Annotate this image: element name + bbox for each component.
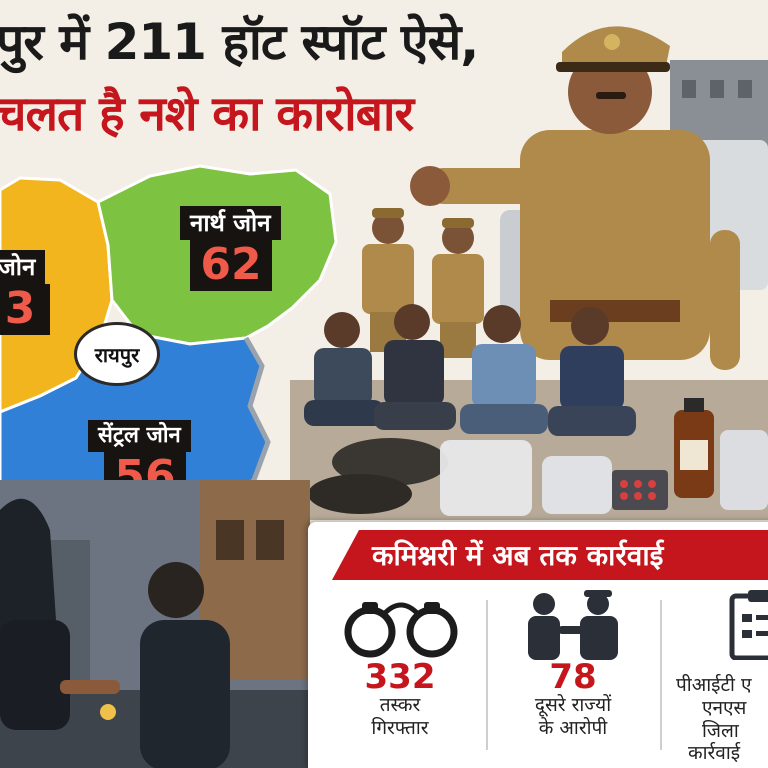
stat-caption: कार्रवाई — [688, 742, 741, 765]
west-zone-count: 3 — [0, 283, 50, 335]
panel-divider — [486, 600, 488, 750]
stat-value: 78 — [549, 657, 597, 697]
main-officer — [410, 26, 740, 370]
west-zone-label: जोन — [0, 250, 46, 285]
buyer-figure — [140, 562, 230, 768]
street-scene-illustration — [0, 480, 310, 768]
pointing-hand — [410, 166, 450, 206]
headline-line-2: चलत है नशे का कारोबार — [0, 86, 414, 142]
city-badge: रायपुर — [74, 322, 160, 386]
pills-strip — [612, 470, 668, 510]
handcuffs-icon — [344, 602, 458, 658]
stat-caption: गिरफ्तार — [371, 716, 429, 739]
seized-goods — [308, 398, 768, 516]
police-scene-illustration — [290, 26, 768, 520]
north-zone-count: 62 — [190, 239, 272, 291]
stat-value: 332 — [364, 657, 436, 697]
hooded-figure — [0, 498, 70, 730]
stat-caption: जिला — [702, 719, 739, 742]
stat-caption: तस्कर — [379, 694, 421, 716]
document-icon — [729, 590, 768, 660]
north-zone-label: नार्थ जोन — [180, 206, 281, 241]
stat-pit-ndps: पीआईटी ए एनएस जिला कार्रवाई — [676, 590, 768, 765]
officer-middle — [432, 218, 484, 358]
central-zone-label: सेंट्रल जोन — [88, 420, 191, 453]
stat-caption: एनएस — [702, 696, 747, 719]
accused-group — [304, 304, 636, 436]
stat-caption: के आरोपी — [538, 716, 608, 739]
police-arrest-icon — [528, 590, 618, 660]
stat-arrested: 332 तस्कर गिरफ्तार — [330, 590, 470, 740]
stat-caption: पीआईटी ए — [676, 674, 752, 696]
panel-divider — [660, 600, 662, 750]
panel-title: कमिश्नरी में अब तक कार्रवाई — [332, 530, 768, 580]
headline-line-1: पुर में 211 हॉट स्पॉट ऐसे, — [0, 13, 479, 71]
packet-exchange — [100, 704, 116, 720]
stat-caption: दूसरे राज्यों — [534, 694, 612, 716]
stat-other-states: 78 दूसरे राज्यों के आरोपी — [498, 590, 648, 740]
